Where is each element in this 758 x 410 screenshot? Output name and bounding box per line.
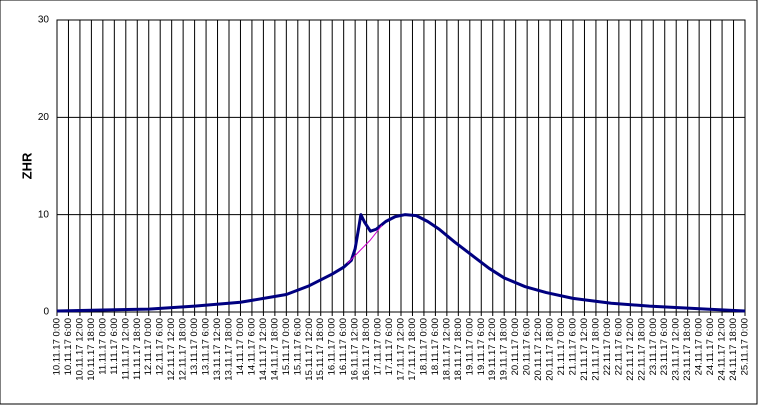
x-tick-label: 17.11.17 12:00 [396,318,407,381]
y-axis-label: ZHR [19,152,34,179]
x-tick-label: 11.11.17 6:00 [109,318,120,375]
x-tick-label: 16.11.17 0:00 [327,318,338,375]
x-tick-label: 22.11.17 0:00 [602,318,613,375]
x-tick-label: 22.11.17 18:00 [636,318,647,381]
x-tick-label: 20.11.17 18:00 [545,318,556,381]
x-tick-label: 24.11.17 18:00 [728,318,739,381]
x-tick-label: 15.11.17 0:00 [281,318,292,375]
x-tick-label: 15.11.17 12:00 [304,318,315,381]
line-series [56,213,746,313]
x-tick-label: 10.11.17 0:00 [52,318,63,375]
x-tick-label: 19.11.17 6:00 [476,318,487,375]
x-tick-label: 17.11.17 0:00 [373,318,384,375]
x-tick-label: 16.11.17 18:00 [361,318,372,381]
x-tick-label: 20.11.17 12:00 [533,318,544,381]
x-tick-label: 13.11.17 6:00 [201,318,212,375]
x-tick-label: 22.11.17 6:00 [613,318,624,375]
x-tick-label: 11.11.17 0:00 [97,318,108,375]
x-tick-label: 12.11.17 12:00 [166,318,177,381]
x-tick-label: 19.11.17 12:00 [487,318,498,381]
x-tick-label: 19.11.17 18:00 [499,318,510,381]
x-tick-label: 21.11.17 6:00 [568,318,579,375]
x-tick-label: 23.11.17 12:00 [671,318,682,381]
x-tick-label: 24.11.17 0:00 [694,318,705,375]
x-tick-label: 13.11.17 0:00 [189,318,200,375]
line-series [347,225,383,264]
x-tick-label: 15.11.17 18:00 [315,318,326,381]
x-tick-label: 24.11.17 6:00 [705,318,716,375]
x-tick-label: 12.11.17 6:00 [155,318,166,375]
x-tick-label: 18.11.17 12:00 [441,318,452,381]
x-tick-label: 18.11.17 6:00 [430,318,441,375]
y-tick-label: 0 [43,307,49,318]
x-tick-label: 20.11.17 6:00 [522,318,533,375]
y-tick-label: 20 [38,112,50,123]
x-tick-label: 11.11.17 18:00 [132,318,143,380]
x-tick-label: 21.11.17 18:00 [590,318,601,381]
x-tick-label: 13.11.17 12:00 [212,318,223,381]
x-tick-label: 23.11.17 18:00 [682,318,693,381]
x-tick-label: 23.11.17 0:00 [648,318,659,375]
x-tick-label: 12.11.17 18:00 [178,318,189,381]
x-tick-label: 18.11.17 18:00 [453,318,464,381]
x-tick-label: 14.11.17 18:00 [269,318,280,381]
x-tick-label: 10.11.17 12:00 [74,318,85,381]
x-tick-label: 20.11.17 0:00 [510,318,521,375]
x-tick-label: 14.11.17 6:00 [246,318,257,375]
x-tick-label: 10.11.17 18:00 [86,318,97,381]
x-tick-label: 16.11.17 12:00 [350,318,361,381]
x-tick-label: 17.11.17 18:00 [407,318,418,381]
x-tick-label: 19.11.17 0:00 [464,318,475,375]
x-tick-label: 22.11.17 12:00 [625,318,636,381]
x-tick-label: 18.11.17 0:00 [418,318,429,375]
x-tick-label: 21.11.17 0:00 [556,318,567,375]
x-tick-label: 14.11.17 12:00 [258,318,269,381]
x-tick-label: 21.11.17 12:00 [579,318,590,381]
x-tick-label: 13.11.17 18:00 [224,318,235,381]
x-tick-label: 24.11.17 12:00 [717,318,728,381]
x-tick-label: 17.11.17 6:00 [384,318,395,375]
x-tick-label: 10.11.17 6:00 [63,318,74,375]
y-tick-label: 30 [38,15,50,26]
x-tick-label: 12.11.17 0:00 [143,318,154,375]
x-tick-label: 11.11.17 12:00 [120,318,131,380]
x-tick-label: 15.11.17 6:00 [292,318,303,375]
x-tick-label: 23.11.17 6:00 [659,318,670,375]
plot-border [56,19,746,313]
x-tick-label: 25.11.17 0:00 [740,318,751,375]
x-tick-label: 14.11.17 0:00 [235,318,246,375]
x-tick-label: 16.11.17 6:00 [338,318,349,375]
y-tick-label: 10 [38,209,50,220]
